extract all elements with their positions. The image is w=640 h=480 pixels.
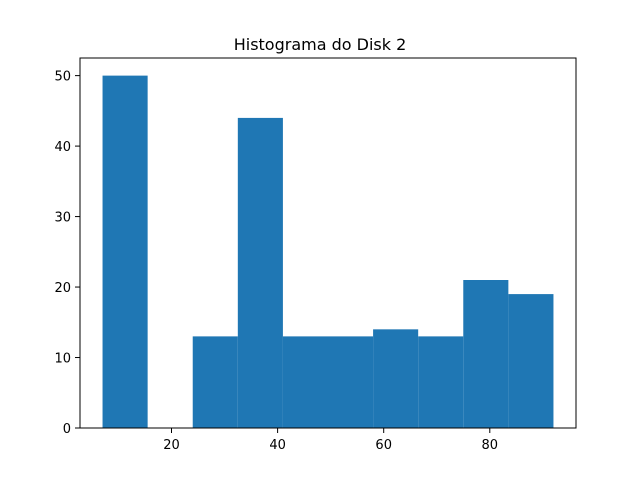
histogram-bar-7 xyxy=(373,329,419,428)
histogram-bar-4 xyxy=(237,117,283,429)
x-tick-label: 20 xyxy=(163,438,180,453)
y-tick-label: 40 xyxy=(54,140,71,155)
chart-title: Histograma do Disk 2 xyxy=(234,35,407,54)
histogram-bar-1 xyxy=(102,75,148,428)
x-tick-label: 60 xyxy=(375,438,392,453)
histogram-bar-9 xyxy=(463,280,509,428)
histogram-bar-8 xyxy=(418,336,464,428)
y-tick-label: 30 xyxy=(54,211,71,226)
histogram-bar-10 xyxy=(508,294,554,428)
plot-frame xyxy=(79,57,577,429)
y-axis-ticks: 0 10 20 30 40 50 xyxy=(54,70,80,437)
y-tick-label: 10 xyxy=(54,352,71,367)
bars-group xyxy=(102,75,554,429)
histogram-bar-6 xyxy=(328,336,374,428)
histogram-bar-5 xyxy=(282,336,328,428)
y-tick-label: 20 xyxy=(54,281,71,296)
x-axis-ticks: 20 40 60 80 xyxy=(163,428,498,453)
histogram-bar-3 xyxy=(192,336,238,428)
y-tick-label: 50 xyxy=(54,70,71,85)
x-tick-label: 40 xyxy=(269,438,286,453)
x-tick-label: 80 xyxy=(482,438,499,453)
y-tick-label: 0 xyxy=(63,422,71,437)
